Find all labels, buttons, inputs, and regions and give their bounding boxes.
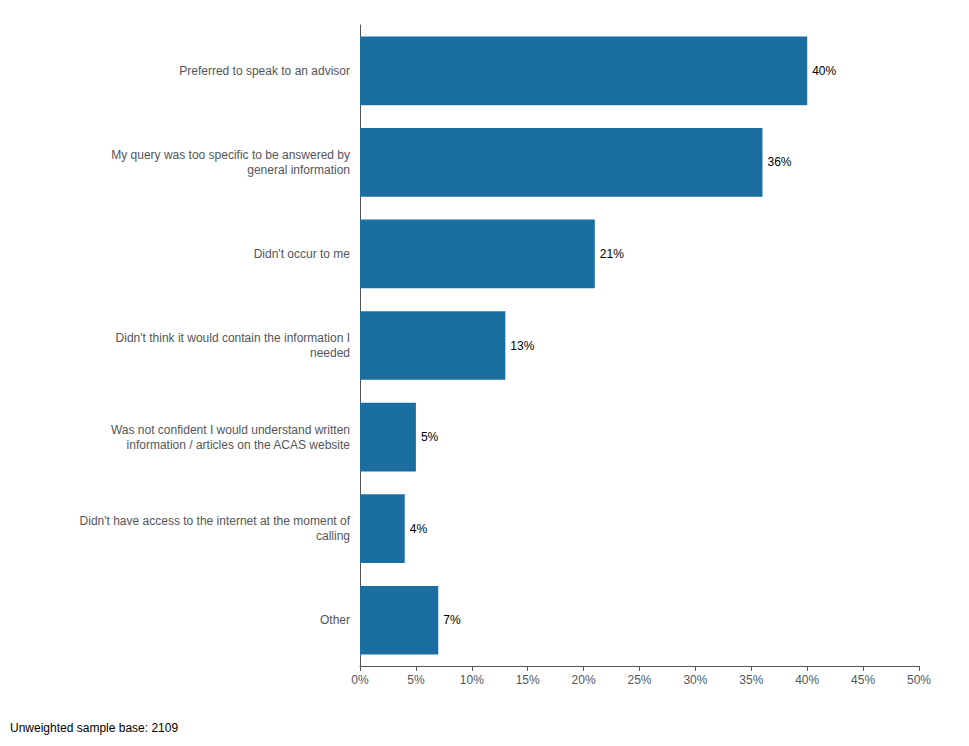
svg-text:40%: 40% [795,673,819,687]
svg-text:35%: 35% [739,673,763,687]
svg-text:13%: 13% [510,339,534,353]
svg-text:general information: general information [247,163,350,177]
svg-text:4%: 4% [410,522,428,536]
svg-text:calling: calling [316,529,350,543]
svg-text:needed: needed [310,346,350,360]
svg-text:Other: Other [320,613,350,627]
svg-text:30%: 30% [683,673,707,687]
svg-text:45%: 45% [851,673,875,687]
svg-text:Was not confident I would unde: Was not confident I would understand wri… [111,423,350,437]
svg-text:10%: 10% [460,673,484,687]
svg-text:My query was too specific to b: My query was too specific to be answered… [111,148,350,162]
svg-text:40%: 40% [812,64,836,78]
svg-text:50%: 50% [907,673,931,687]
svg-text:36%: 36% [767,155,791,169]
svg-text:information / articles on the: information / articles on the ACAS websi… [127,438,351,452]
svg-text:21%: 21% [600,247,624,261]
svg-text:15%: 15% [516,673,540,687]
svg-text:Didn't occur to me: Didn't occur to me [254,247,351,261]
svg-text:20%: 20% [572,673,596,687]
svg-text:Preferred to speak to an advis: Preferred to speak to an advisor [179,64,350,78]
svg-text:5%: 5% [407,673,425,687]
svg-text:Unweighted sample base: 2109: Unweighted sample base: 2109 [10,721,178,735]
svg-text:0%: 0% [351,673,369,687]
svg-text:Didn't think it would contain: Didn't think it would contain the inform… [116,331,350,345]
svg-text:5%: 5% [421,430,439,444]
svg-text:7%: 7% [443,613,461,627]
svg-text:Didn't have access to the inte: Didn't have access to the internet at th… [80,514,351,528]
svg-text:25%: 25% [627,673,651,687]
